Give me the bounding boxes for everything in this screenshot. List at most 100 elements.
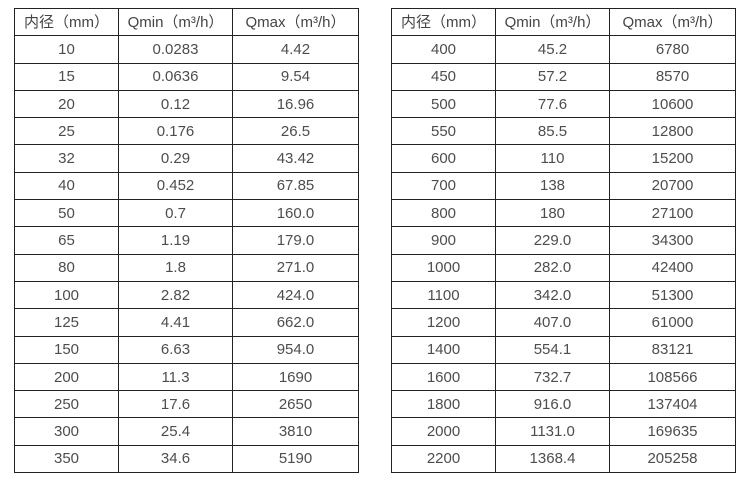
table-cell: 342.0 [495,280,610,310]
table-cell: 10600 [609,89,736,119]
table-cell: 65 [14,226,119,255]
table-cell: 0.29 [118,144,233,173]
table-cell: 110 [495,144,610,173]
table-cell: 1368.4 [495,444,610,474]
table-cell: 67.85 [232,171,359,201]
table-cell: 1690 [232,362,359,392]
table-cell: 3810 [232,417,359,446]
table-cell: 2650 [232,390,359,419]
table-cell: 9.54 [232,62,359,91]
column-header: Qmax（m³/h） [232,7,359,37]
table-cell: 25.4 [118,417,233,446]
table-cell: 4.42 [232,35,359,64]
table-cell: 40 [14,171,119,201]
table-row: 1000 282.0 42400 [391,253,736,282]
table-cell: 0.452 [118,171,233,201]
table-cell: 954.0 [232,335,359,364]
table-row: 100 2.82 424.0 [14,280,359,310]
table-cell: 2000 [391,417,496,446]
table-cell: 138 [495,171,610,201]
table-row: 25 0.176 26.5 [14,117,359,146]
header-row: 内径（mm） Qmin（m³/h） Qmax（m³/h） [391,7,736,37]
table-row: 50 0.7 160.0 [14,199,359,228]
table-row: 150 6.63 954.0 [14,335,359,364]
table-cell: 8570 [609,62,736,91]
table-cell: 271.0 [232,253,359,282]
table-row: 400 45.2 6780 [391,35,736,64]
table-header: 内径（mm） Qmin（m³/h） Qmax（m³/h） [14,7,359,37]
table-cell: 6780 [609,35,736,64]
table-cell: 45.2 [495,35,610,64]
table-cell: 180 [495,199,610,228]
table-cell: 1600 [391,362,496,392]
table-cell: 137404 [609,390,736,419]
table-row: 200 11.3 1690 [14,362,359,392]
table-cell: 600 [391,144,496,173]
table-row: 350 34.6 5190 [14,444,359,474]
table-cell: 732.7 [495,362,610,392]
column-header: Qmax（m³/h） [609,7,736,37]
column-header: Qmin（m³/h） [118,7,233,37]
table-cell: 1.8 [118,253,233,282]
table-cell: 4.41 [118,308,233,337]
table-cell: 100 [14,280,119,310]
table-cell: 77.6 [495,89,610,119]
table-cell: 1000 [391,253,496,282]
column-header: 内径（mm） [391,7,496,37]
table-cell: 61000 [609,308,736,337]
table-row: 1200 407.0 61000 [391,308,736,337]
table-row: 32 0.29 43.42 [14,144,359,173]
table-cell: 450 [391,62,496,91]
table-row: 1800 916.0 137404 [391,390,736,419]
table-cell: 85.5 [495,117,610,146]
table-cell: 554.1 [495,335,610,364]
table-row: 80 1.8 271.0 [14,253,359,282]
table-cell: 20 [14,89,119,119]
table-cell: 50 [14,199,119,228]
table-cell: 17.6 [118,390,233,419]
table-cell: 43.42 [232,144,359,173]
table-row: 500 77.6 10600 [391,89,736,119]
table-cell: 108566 [609,362,736,392]
table-cell: 20700 [609,171,736,201]
table-cell: 229.0 [495,226,610,255]
table-cell: 0.0283 [118,35,233,64]
table-cell: 200 [14,362,119,392]
table-body: 400 45.2 6780 450 57.2 8570 500 77.6 10600 550 85.… [391,35,736,474]
table-row: 250 17.6 2650 [14,390,359,419]
table-row: 1400 554.1 83121 [391,335,736,364]
table-row: 1600 732.7 108566 [391,362,736,392]
table-cell: 250 [14,390,119,419]
table-cell: 916.0 [495,390,610,419]
table-cell: 2.82 [118,280,233,310]
table-row: 700 138 20700 [391,171,736,201]
table-row: 40 0.452 67.85 [14,171,359,201]
table-cell: 0.176 [118,117,233,146]
table-cell: 550 [391,117,496,146]
table-row: 300 25.4 3810 [14,417,359,446]
table-cell: 500 [391,89,496,119]
table-cell: 160.0 [232,199,359,228]
table-cell: 83121 [609,335,736,364]
table-row: 600 110 15200 [391,144,736,173]
table-cell: 80 [14,253,119,282]
table-cell: 25 [14,117,119,146]
table-cell: 1131.0 [495,417,610,446]
table-cell: 57.2 [495,62,610,91]
table-cell: 5190 [232,444,359,474]
table-row: 2200 1368.4 205258 [391,444,736,474]
table-cell: 1.19 [118,226,233,255]
table-cell: 179.0 [232,226,359,255]
header-row: 内径（mm） Qmin（m³/h） Qmax（m³/h） [14,7,359,37]
table-cell: 1400 [391,335,496,364]
table-cell: 12800 [609,117,736,146]
table-body: 10 0.0283 4.42 15 0.0636 9.54 20 0.12 16.96 25 0.1… [14,35,359,474]
table-cell: 662.0 [232,308,359,337]
table-cell: 205258 [609,444,736,474]
table-cell: 11.3 [118,362,233,392]
table-cell: 169635 [609,417,736,446]
table-cell: 6.63 [118,335,233,364]
table-cell: 1100 [391,280,496,310]
table-cell: 15200 [609,144,736,173]
